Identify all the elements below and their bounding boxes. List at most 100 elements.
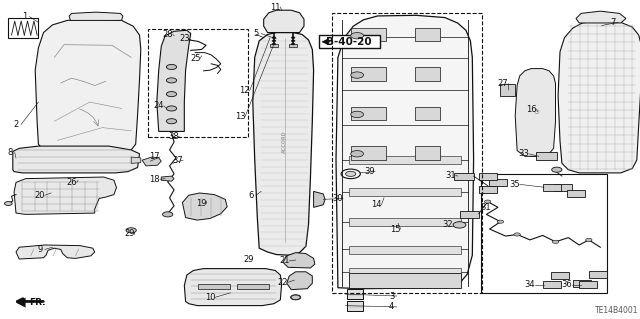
Bar — [332, 13, 482, 293]
Text: 8: 8 — [7, 148, 12, 157]
Circle shape — [586, 238, 592, 241]
Bar — [551, 272, 569, 279]
Text: ◀: ◀ — [16, 295, 26, 308]
Bar — [347, 289, 363, 299]
Polygon shape — [182, 193, 227, 220]
Circle shape — [291, 43, 295, 45]
Bar — [349, 273, 461, 288]
Bar — [351, 107, 386, 120]
Bar — [481, 174, 607, 293]
Text: 20: 20 — [35, 191, 45, 200]
Text: 25: 25 — [190, 54, 200, 63]
Circle shape — [291, 40, 295, 42]
Text: FR.: FR. — [29, 298, 45, 307]
Text: 33: 33 — [518, 149, 529, 158]
Circle shape — [552, 240, 559, 243]
Text: 6: 6 — [248, 191, 253, 200]
Text: 7: 7 — [611, 18, 616, 27]
Bar — [415, 146, 440, 160]
Bar — [351, 146, 386, 160]
Circle shape — [351, 33, 364, 39]
Circle shape — [351, 111, 364, 118]
Circle shape — [291, 295, 301, 300]
Bar — [349, 218, 461, 226]
Bar — [148, 29, 248, 137]
Bar — [8, 18, 38, 38]
Bar — [479, 186, 497, 193]
Circle shape — [166, 106, 177, 111]
Bar — [415, 67, 440, 81]
Text: ACCORD: ACCORD — [282, 131, 287, 153]
Circle shape — [166, 92, 177, 97]
Circle shape — [4, 202, 12, 205]
Text: 10: 10 — [205, 293, 215, 302]
Polygon shape — [314, 191, 325, 207]
Circle shape — [272, 40, 276, 42]
Circle shape — [346, 171, 356, 176]
Circle shape — [291, 37, 295, 39]
Text: 28: 28 — [163, 30, 173, 39]
Text: 35: 35 — [509, 180, 520, 189]
Text: 27: 27 — [498, 79, 508, 88]
Text: 26: 26 — [67, 178, 77, 187]
Text: 22: 22 — [278, 278, 288, 287]
Bar — [454, 173, 474, 180]
Bar — [349, 246, 461, 254]
Bar — [536, 152, 557, 160]
Polygon shape — [515, 69, 556, 156]
Text: 2: 2 — [13, 120, 19, 129]
Polygon shape — [16, 245, 95, 259]
Text: ⊙: ⊙ — [533, 109, 540, 115]
Circle shape — [163, 212, 173, 217]
Text: 36: 36 — [561, 280, 572, 289]
Circle shape — [291, 295, 300, 300]
Text: 12: 12 — [239, 86, 250, 95]
Text: 18: 18 — [150, 175, 160, 184]
Text: 29: 29 — [124, 229, 134, 238]
Text: 29: 29 — [243, 256, 253, 264]
Bar — [573, 280, 591, 287]
Polygon shape — [131, 157, 141, 163]
Bar — [349, 156, 461, 164]
Text: 34: 34 — [525, 280, 535, 289]
Text: 4: 4 — [389, 302, 394, 311]
Bar — [543, 281, 561, 288]
Bar — [500, 84, 515, 96]
Bar — [270, 44, 278, 47]
Polygon shape — [576, 11, 626, 23]
Bar — [198, 284, 230, 289]
Polygon shape — [283, 253, 315, 268]
Bar — [347, 301, 363, 311]
Text: 13: 13 — [235, 112, 245, 121]
Bar — [554, 184, 572, 191]
Circle shape — [126, 228, 136, 233]
Polygon shape — [184, 269, 282, 306]
Circle shape — [272, 43, 276, 45]
Text: 39: 39 — [365, 167, 375, 176]
Bar — [351, 67, 386, 81]
Circle shape — [453, 222, 466, 228]
Text: 15: 15 — [390, 225, 401, 234]
Circle shape — [514, 233, 520, 236]
Text: 37: 37 — [173, 156, 183, 165]
Circle shape — [552, 167, 562, 172]
Bar — [415, 107, 440, 120]
Bar — [489, 179, 507, 186]
Polygon shape — [253, 33, 314, 255]
Text: 16: 16 — [526, 105, 536, 114]
Bar — [460, 211, 479, 218]
Bar — [589, 271, 607, 278]
Text: 3: 3 — [389, 292, 394, 300]
Polygon shape — [69, 12, 123, 20]
Text: TE14B4001: TE14B4001 — [595, 306, 639, 315]
Polygon shape — [161, 176, 174, 181]
Circle shape — [351, 151, 364, 157]
Text: 5: 5 — [253, 29, 259, 38]
Polygon shape — [287, 272, 312, 290]
Text: 30: 30 — [333, 194, 343, 203]
Polygon shape — [142, 157, 161, 166]
Bar — [415, 28, 440, 41]
Circle shape — [166, 78, 177, 83]
Circle shape — [166, 64, 177, 70]
Text: 24: 24 — [154, 101, 164, 110]
